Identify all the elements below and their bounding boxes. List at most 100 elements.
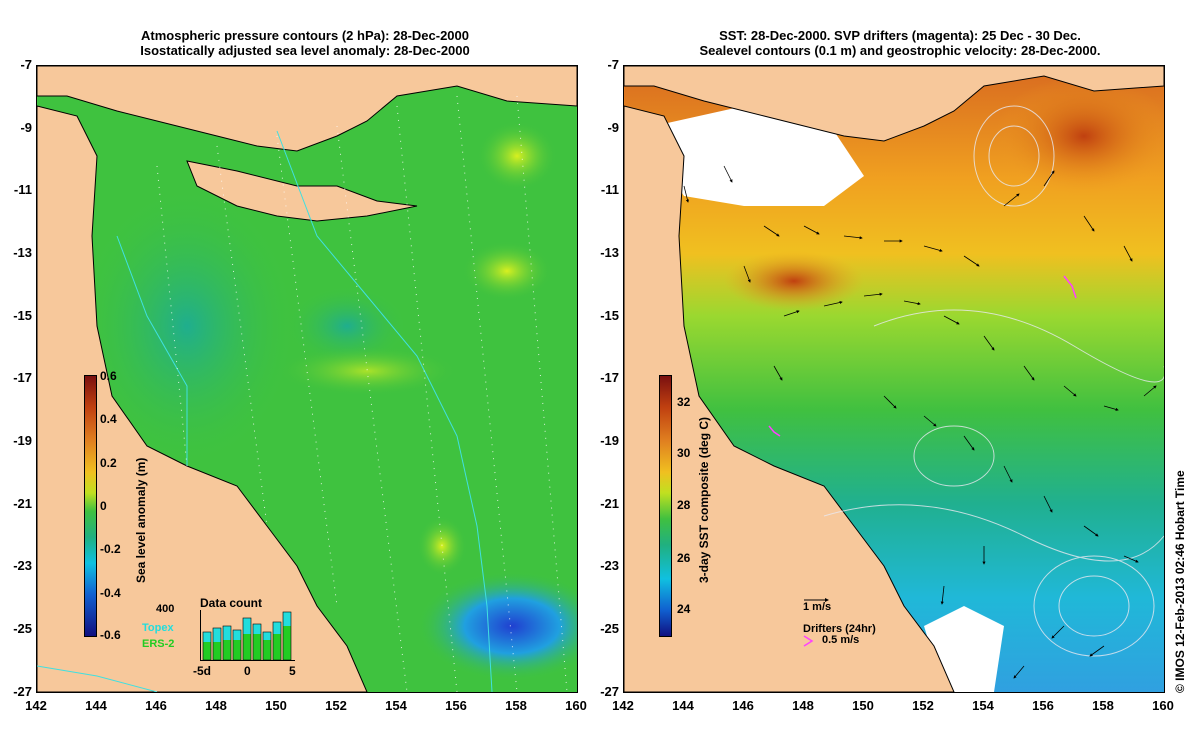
left-x-tick: 146 xyxy=(145,698,167,713)
right-x-tick: 148 xyxy=(792,698,814,713)
right-colorbar-label: 3-day SST composite (deg C) xyxy=(697,416,711,583)
data-count-ylabel: 400 xyxy=(156,603,175,615)
left-x-tick: 154 xyxy=(385,698,407,713)
left-y-tick: -15 xyxy=(13,308,32,323)
sea-anomaly-low-region xyxy=(287,286,407,366)
left-y-tick: -11 xyxy=(13,182,32,197)
velocity-vectors xyxy=(683,165,1157,679)
left-colorbar-tick: -0.2 xyxy=(100,542,121,556)
left-colorbar-label: Sea level anomaly (m) xyxy=(134,457,148,583)
left-colorbar-tick: -0.6 xyxy=(100,628,121,642)
left-y-tick: -17 xyxy=(13,370,32,385)
data-count-xtick: -5d xyxy=(193,664,211,678)
land-new-guinea xyxy=(186,160,418,222)
right-x-tick: 150 xyxy=(852,698,874,713)
right-y-tick: -7 xyxy=(607,57,619,72)
right-y-tick: -23 xyxy=(600,558,619,573)
right-y-tick: -13 xyxy=(600,245,619,260)
right-x-tick: 146 xyxy=(732,698,754,713)
credit-text: © IMOS 12-Feb-2013 02:46 Hobart Time xyxy=(1173,470,1187,693)
drifter-tracks xyxy=(768,275,1077,437)
land-northern-coast xyxy=(37,66,577,152)
land-queensland xyxy=(37,105,368,692)
velocity-key-label: 1 m/s xyxy=(803,601,832,613)
left-y-tick: -27 xyxy=(13,684,32,699)
left-y-tick: -13 xyxy=(13,245,32,260)
left-x-tick: 158 xyxy=(505,698,527,713)
right-map-panel xyxy=(623,65,1165,693)
legend-topex: Topex xyxy=(142,622,174,634)
land-queensland xyxy=(624,105,955,692)
data-count-topex-bars xyxy=(203,612,291,642)
left-colorbar-tick: -0.4 xyxy=(100,586,121,600)
drifter-key-symbol xyxy=(803,635,814,647)
right-title-line2: Sealevel contours (0.1 m) and geostrophi… xyxy=(699,43,1101,58)
right-y-tick: -27 xyxy=(600,684,619,699)
data-count-ers-bars xyxy=(203,626,291,660)
right-x-tick: 156 xyxy=(1032,698,1054,713)
satellite-tracks xyxy=(156,95,568,692)
right-colorbar-tick: 30 xyxy=(677,446,691,460)
right-x-tick: 158 xyxy=(1092,698,1114,713)
left-map-canvas xyxy=(37,66,577,692)
left-colorbar-tick: 0.4 xyxy=(100,412,117,426)
left-map-panel xyxy=(36,65,578,693)
pressure-contour xyxy=(116,235,188,466)
left-colorbar-tick: 0.2 xyxy=(100,456,117,470)
right-title-line1: SST: 28-Dec-2000. SVP drifters (magenta)… xyxy=(719,28,1081,43)
left-x-tick: 150 xyxy=(265,698,287,713)
right-y-tick: -25 xyxy=(600,621,619,636)
cloud-mask xyxy=(654,106,864,206)
pressure-contour xyxy=(37,665,158,692)
sst-warm-region xyxy=(724,251,864,311)
sea-anomaly-high-blob xyxy=(417,516,467,576)
sea-anomaly-min-blob xyxy=(417,571,577,681)
left-y-tick: -21 xyxy=(13,496,32,511)
data-count-chart xyxy=(200,610,295,661)
sealevel-contours xyxy=(823,105,1164,657)
sea-anomaly-high-blob xyxy=(477,121,557,191)
right-x-tick: 142 xyxy=(612,698,634,713)
left-x-tick: 160 xyxy=(565,698,587,713)
right-y-tick: -21 xyxy=(600,496,619,511)
pressure-contour xyxy=(276,130,493,692)
land-northern-coast xyxy=(624,66,1164,142)
data-count-xtick: 0 xyxy=(244,664,251,678)
right-colorbar-tick: 26 xyxy=(677,551,691,565)
right-x-tick: 152 xyxy=(912,698,934,713)
right-y-tick: -15 xyxy=(600,308,619,323)
right-colorbar-tick: 24 xyxy=(677,602,691,616)
left-x-tick: 148 xyxy=(205,698,227,713)
right-x-tick: 144 xyxy=(672,698,694,713)
right-x-tick: 154 xyxy=(972,698,994,713)
left-x-tick: 156 xyxy=(445,698,467,713)
left-colorbar-tick: 0.6 xyxy=(100,369,117,383)
data-count-xtick: 5 xyxy=(289,664,296,678)
legend-ers: ERS-2 xyxy=(142,638,175,650)
data-count-title: Data count xyxy=(200,596,263,610)
right-map-canvas xyxy=(624,66,1164,692)
left-title-line1: Atmospheric pressure contours (2 hPa): 2… xyxy=(141,28,469,43)
left-y-tick: -23 xyxy=(13,558,32,573)
drifter-speed-label: 0.5 m/s xyxy=(822,634,860,646)
right-colorbar-tick: 32 xyxy=(677,395,691,409)
sea-anomaly-low-region xyxy=(77,186,297,466)
right-x-tick: 160 xyxy=(1152,698,1174,713)
left-y-tick: -7 xyxy=(20,57,32,72)
sea-anomaly-high-blob xyxy=(462,241,552,301)
right-y-tick: -19 xyxy=(600,433,619,448)
left-y-tick: -9 xyxy=(20,120,32,135)
sea-anomaly-high-blob xyxy=(277,346,457,396)
data-count-bars xyxy=(202,611,292,660)
drifters-label: Drifters (24hr) xyxy=(803,623,876,635)
sst-warm-region xyxy=(994,76,1164,196)
left-x-tick: 144 xyxy=(85,698,107,713)
left-y-tick: -25 xyxy=(13,621,32,636)
right-colorbar xyxy=(659,375,672,637)
left-colorbar-tick: 0 xyxy=(100,499,107,513)
right-y-tick: -11 xyxy=(600,182,619,197)
right-y-tick: -9 xyxy=(607,120,619,135)
right-y-tick: -17 xyxy=(600,370,619,385)
left-x-tick: 152 xyxy=(325,698,347,713)
left-x-tick: 142 xyxy=(25,698,47,713)
